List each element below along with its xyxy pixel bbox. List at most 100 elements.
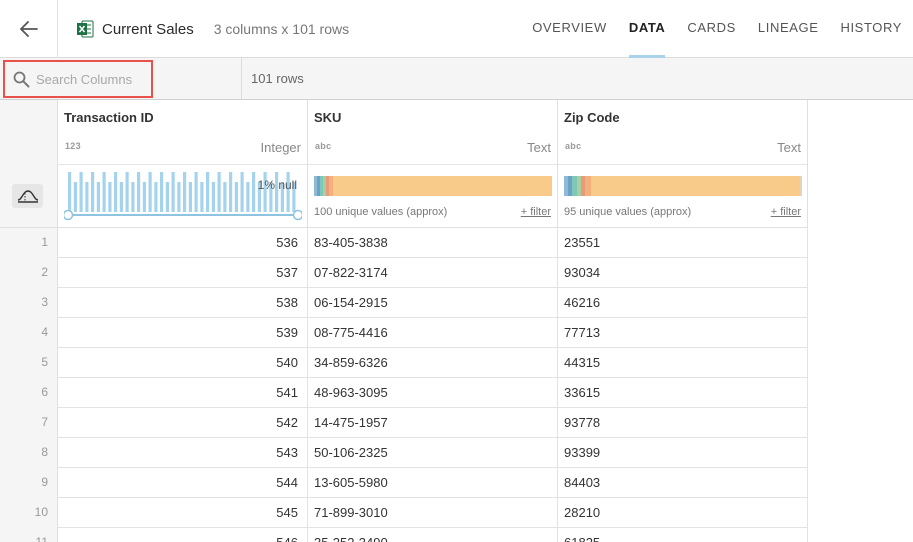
tab-overview[interactable]: OVERVIEW — [532, 20, 607, 35]
row-number: 11 — [0, 528, 58, 542]
cell-zip-code[interactable]: 61825 — [558, 528, 808, 542]
histogram-bar — [131, 182, 135, 212]
cell-sku[interactable]: 14-475-1957 — [308, 408, 558, 438]
cell-zip-code[interactable]: 93034 — [558, 258, 808, 288]
histogram-bar — [183, 172, 187, 212]
cell-transaction-id[interactable]: 538 — [58, 288, 308, 318]
toggle-profile-button[interactable] — [12, 184, 43, 208]
histogram-bar — [240, 172, 244, 212]
table-row[interactable]: 7 542 14-475-1957 93778 — [0, 408, 808, 438]
histogram-bar — [286, 172, 290, 212]
cell-sku[interactable]: 71-899-3010 — [308, 498, 558, 528]
range-min-handle[interactable] — [64, 209, 74, 221]
range-max-handle[interactable] — [292, 209, 303, 221]
table-row[interactable]: 1154635-252-349061825 — [0, 528, 808, 542]
row-number: 3 — [0, 288, 58, 318]
histogram-bar — [171, 172, 175, 212]
cell-sku[interactable]: 06-154-2915 — [308, 288, 558, 318]
search-columns-input[interactable] — [36, 71, 146, 87]
cell-transaction-id[interactable]: 537 — [58, 258, 308, 288]
table-row[interactable]: 8 543 50-106-2325 93399 — [0, 438, 808, 468]
bar-segment — [326, 176, 329, 196]
histogram-bar — [188, 182, 192, 212]
histogram-bar — [91, 172, 95, 212]
category-distribution-bar[interactable] — [564, 176, 802, 196]
histogram-bar — [200, 182, 204, 212]
cell-zip-code[interactable]: 23551 — [558, 228, 808, 258]
table-row[interactable]: 5 540 34-859-6326 44315 — [0, 348, 808, 378]
column-header-zip-code[interactable]: Zip Code abc Text 95 unique values (appr… — [558, 100, 808, 228]
cell-sku[interactable]: 50-106-2325 — [308, 438, 558, 468]
tab-history[interactable]: HISTORY — [840, 20, 902, 35]
cell-transaction-id[interactable]: 546 — [58, 528, 308, 542]
bar-segment — [314, 176, 317, 196]
distribution-icon — [17, 190, 38, 203]
table-row[interactable]: 3 538 06-154-2915 46216 — [0, 288, 808, 318]
bar-segment — [317, 176, 320, 196]
arrow-left-icon — [19, 21, 38, 37]
cell-transaction-id[interactable]: 542 — [58, 408, 308, 438]
cell-zip-code[interactable]: 44315 — [558, 348, 808, 378]
cell-zip-code[interactable]: 28210 — [558, 498, 808, 528]
cell-transaction-id[interactable]: 545 — [58, 498, 308, 528]
cell-zip-code[interactable]: 84403 — [558, 468, 808, 498]
search-box[interactable] — [3, 60, 153, 98]
cell-zip-code[interactable]: 46216 — [558, 288, 808, 318]
data-toolbar: 101 rows — [0, 58, 913, 100]
histogram-bar — [96, 182, 100, 212]
histogram-bar — [148, 172, 152, 212]
cell-sku[interactable]: 35-252-3490 — [308, 528, 558, 542]
cell-zip-code[interactable]: 33615 — [558, 378, 808, 408]
integer-type-icon: 123 — [65, 141, 81, 151]
column-header-transaction-id[interactable]: Transaction ID 123 Integer 1% null — [58, 100, 308, 228]
cell-sku[interactable]: 07-822-3174 — [308, 258, 558, 288]
cell-transaction-id[interactable]: 543 — [58, 438, 308, 468]
toolbar-divider — [241, 58, 242, 100]
bar-segment — [572, 176, 577, 196]
row-number: 9 — [0, 468, 58, 498]
table-row[interactable]: 9 544 13-605-5980 84403 — [0, 468, 808, 498]
cell-sku[interactable]: 13-605-5980 — [308, 468, 558, 498]
tab-data[interactable]: DATA — [618, 0, 677, 58]
row-number: 4 — [0, 318, 58, 348]
cell-transaction-id[interactable]: 541 — [58, 378, 308, 408]
tab-lineage[interactable]: LINEAGE — [757, 20, 819, 35]
cell-sku[interactable]: 48-963-3095 — [308, 378, 558, 408]
table-row[interactable]: 4 539 08-775-4416 77713 — [0, 318, 808, 348]
cell-sku[interactable]: 34-859-6326 — [308, 348, 558, 378]
cell-transaction-id[interactable]: 544 — [58, 468, 308, 498]
row-number: 7 — [0, 408, 58, 438]
dataset-dimensions: 3 columns x 101 rows — [213, 21, 350, 37]
add-filter-link[interactable]: + filter — [770, 206, 801, 218]
cell-transaction-id[interactable]: 540 — [58, 348, 308, 378]
table-row[interactable]: 10 545 71-899-3010 28210 — [0, 498, 808, 528]
cell-transaction-id[interactable]: 536 — [58, 228, 308, 258]
table-row[interactable]: 2 537 07-822-3174 93034 — [0, 258, 808, 288]
histogram-bar — [275, 172, 279, 212]
bar-segment — [564, 176, 800, 196]
table-row[interactable]: 6 541 48-963-3095 33615 — [0, 378, 808, 408]
cell-zip-code[interactable]: 77713 — [558, 318, 808, 348]
histogram-bar — [269, 182, 273, 212]
cell-zip-code[interactable]: 93399 — [558, 438, 808, 468]
text-type-icon: abc — [315, 141, 332, 151]
bar-segment — [314, 176, 552, 196]
column-header-sku[interactable]: SKU abc Text 100 unique values (approx) … — [308, 100, 558, 228]
histogram-bar — [246, 182, 250, 212]
histogram-bar — [142, 182, 146, 212]
cell-sku[interactable]: 08-775-4416 — [308, 318, 558, 348]
row-number: 10 — [0, 498, 58, 528]
cell-transaction-id[interactable]: 539 — [58, 318, 308, 348]
bar-segment — [800, 176, 802, 196]
histogram-bar — [165, 182, 169, 212]
table-row[interactable]: 1 536 83-405-3838 23551 — [0, 228, 808, 258]
histogram-bar — [257, 182, 261, 212]
bar-segment — [323, 176, 326, 196]
tab-cards[interactable]: CARDS — [687, 20, 736, 35]
back-button[interactable] — [0, 0, 58, 58]
cell-sku[interactable]: 83-405-3838 — [308, 228, 558, 258]
add-filter-link[interactable]: + filter — [520, 206, 551, 218]
category-distribution-bar[interactable] — [314, 176, 552, 196]
histogram-bar — [263, 172, 267, 212]
cell-zip-code[interactable]: 93778 — [558, 408, 808, 438]
